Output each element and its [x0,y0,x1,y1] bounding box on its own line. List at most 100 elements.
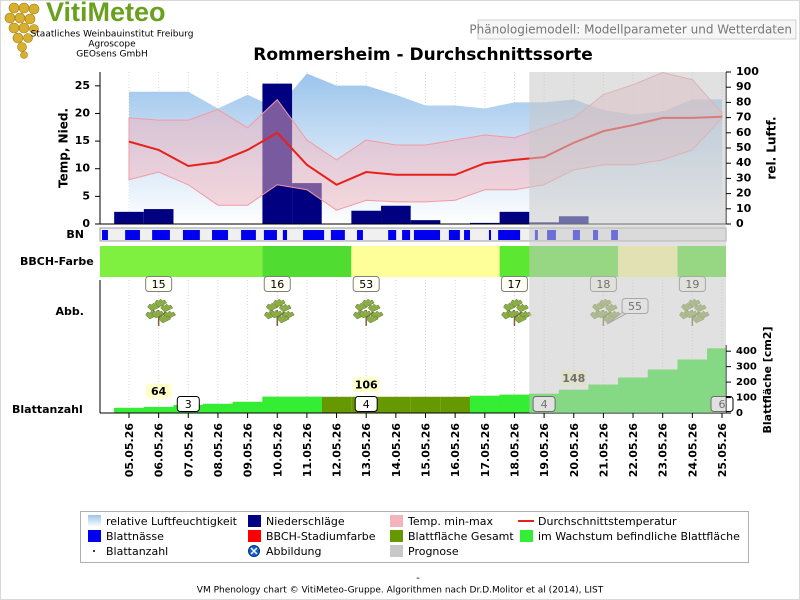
legend-label: Blattfläche Gesamt [408,530,514,543]
leaf-area-label: 106 [355,379,378,392]
legend-label: Prognose [408,545,459,558]
leaf-wetness [102,230,108,240]
x-tick-label: 17.05.26 [479,423,492,478]
leaf-area [114,407,144,413]
leaf-wetness [182,230,200,240]
x-tick-label: 24.05.26 [686,423,699,478]
leaf-area [381,396,411,413]
y2-tick-label: 90 [736,80,752,93]
x-tick-label: 09.05.26 [242,423,255,478]
leaf-wetness [357,230,363,240]
vine-leaf [361,298,375,308]
vine-leaf [272,298,286,308]
y2-tick-label: 70 [736,111,752,124]
x-tick-label: 13.05.26 [360,423,373,478]
bbch-stage-box [263,276,291,292]
x-tick-label: 19.05.26 [538,423,551,478]
vine-leaf [158,314,172,324]
vine-leaf [365,314,379,324]
x-tick-label: 23.05.26 [657,423,670,478]
vine-icon [145,298,177,326]
legend-label: Durchschnittstemperatur [538,515,677,528]
vine-leaf [358,309,372,319]
chart-title: Rommersheim - Durchschnittssorte [253,45,593,65]
row-label: BN [66,228,84,241]
leaf-area [232,401,263,413]
leaf-wetness [125,230,140,240]
row-label: BBCH-Farbe [20,255,94,268]
legend-swatch [88,515,101,527]
y2-tick-label: 40 [736,156,752,169]
legend-swatch [390,530,403,542]
tab [477,19,797,40]
x-tick-label: 14.05.26 [390,423,403,478]
precip-bar [143,209,174,224]
legend-swatch [390,545,403,557]
vine-leaf [516,303,529,313]
legend-swatch [248,515,261,527]
precip-bar [410,220,441,224]
prognose-overlay [529,72,726,413]
leaf-tick-label: 100 [736,393,757,404]
legend-label: im Wachstum befindliche Blattfläche [538,530,740,543]
leaf-area [469,395,500,413]
bbch-stage: 17 [507,278,521,291]
legend [80,511,749,563]
bbch-band [351,246,500,277]
leaf-count-box [176,396,200,412]
leaf-count-box [354,396,378,412]
precip-bar [114,211,144,224]
y-axis-title: Temp, Nied. [57,108,71,188]
leaf-tick-label: 300 [736,362,757,373]
vine-leaf [276,314,290,324]
leaf-area [203,403,233,413]
vine-leaf [154,298,168,308]
y2-tick-label: 10 [736,202,752,215]
legend-label: relative Luftfeuchtigkeit [106,515,238,528]
y2-tick-label: 60 [736,126,752,139]
x-tick-label: 10.05.26 [271,423,284,478]
x-tick-label: 21.05.26 [597,423,610,478]
leaf-wetness [282,230,288,240]
org-line: GEOsens GmbH [76,50,147,60]
leaf-wetness [303,230,325,240]
leaf-count: 4 [363,398,370,411]
leaf-count: 3 [185,398,192,411]
y-tick-label: 15 [75,134,90,147]
leaf-wetness [498,230,521,240]
vine-icon [352,298,384,326]
vine-icon [501,298,532,326]
x-tick-label: 18.05.26 [508,423,521,478]
bbch-stage-box [145,276,173,292]
y2-tick-label: 80 [736,95,752,108]
leaf-area [499,394,530,413]
x-tick-label: 06.05.26 [153,423,166,478]
leaf-wetness [152,230,170,240]
legend-label: Niederschläge [266,515,345,528]
logo-icon [4,2,40,59]
footer-dash: - [416,573,420,584]
y2-axis-title: rel. Luftf. [765,116,779,179]
precip-bar [381,205,411,224]
vine-leaf [151,309,165,319]
leaf-area [262,396,293,413]
bbch-stage-box [500,276,528,292]
leaf-tick-label: 400 [736,346,757,357]
logo: VitiMeteo [46,0,166,27]
vine-leaf [514,314,527,324]
legend-label: Blattanzahl [106,545,168,558]
org-line: Agroscope [88,40,136,50]
leaf-area-label: 64 [151,385,167,398]
legend-items: relative Luftfeuchtigkeit Niederschläge Te… [88,515,740,558]
bbch-stage: 16 [270,278,284,291]
legend-swatch [520,530,533,542]
x-tick-label: 05.05.26 [123,423,136,478]
leaf-axis-title: Blattfläche [cm2] [761,326,774,433]
legend-label: Blattnässe [106,530,164,543]
leaf-area [410,396,441,413]
y2-tick-label: 0 [736,217,744,230]
leaf-wetness [488,230,492,240]
leaf-wetness [448,230,460,240]
legend-label: Temp. min-max [407,515,493,528]
legend-label: BBCH-Stadiumfarbe [266,530,376,543]
